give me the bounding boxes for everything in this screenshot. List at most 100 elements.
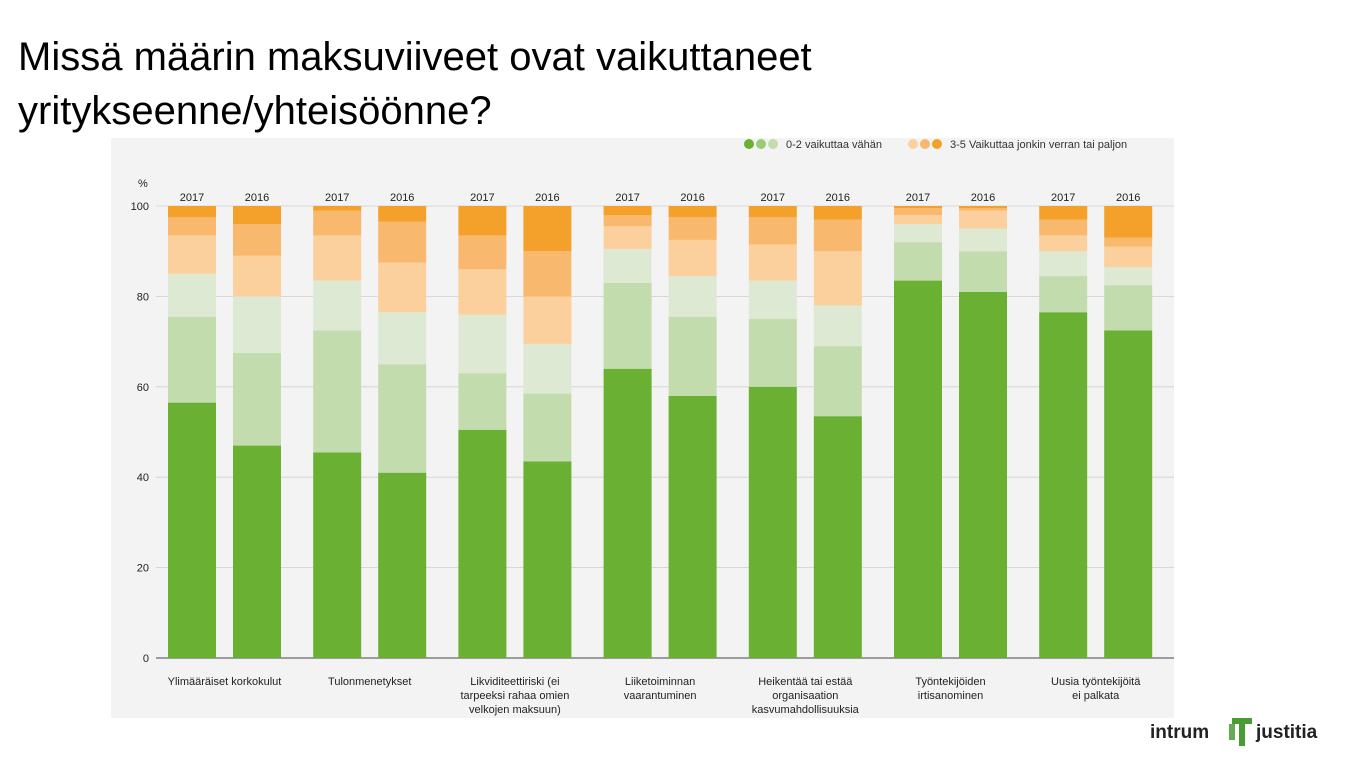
bar-segment-3 (378, 262, 427, 313)
category-label-line: Liiketoiminnan (625, 676, 695, 688)
bar-segment-1 (813, 346, 862, 417)
bar-segment-2 (168, 273, 216, 317)
bar-segment-4 (603, 215, 652, 227)
bar-year-label: 2016 (680, 192, 704, 204)
category-label: Tulonmenetykset (328, 676, 411, 688)
bar-segment-2 (523, 343, 572, 394)
category-label-line: Työntekijöiden (915, 676, 985, 688)
bar-segment-3 (233, 255, 281, 297)
category-label-line: kasvumahdollisuuksia (752, 704, 860, 716)
bar-segment-4 (233, 224, 281, 256)
bar-segment-1 (748, 319, 797, 387)
y-tick-label: 80 (137, 291, 149, 303)
bar-segment-4 (894, 208, 942, 216)
bar-segment-5 (378, 206, 427, 222)
legend-label-low: 0-2 vaikuttaa vähän (786, 139, 882, 151)
bar-segment-4 (748, 217, 797, 245)
legend-label-high: 3-5 Vaikuttaa jonkin verran tai paljon (950, 139, 1127, 151)
bar-segment-2 (668, 276, 717, 317)
bar-segment-2 (894, 224, 942, 243)
bar-segment-4 (168, 217, 216, 236)
bar-segment-0 (1039, 312, 1088, 658)
logo-word-justitia: justitia (1255, 722, 1318, 743)
category-label-line: Heikentää tai estää (758, 676, 853, 688)
category-label-line: Tulonmenetykset (328, 676, 411, 688)
legend-swatch-orange (908, 139, 918, 149)
bar-segment-1 (668, 316, 717, 396)
bar-year-label: 2016 (245, 192, 269, 204)
bar-segment-3 (168, 235, 216, 274)
category-label-line: Likviditeettiriski (ei (470, 676, 559, 688)
bar-year-label: 2016 (826, 192, 850, 204)
bar-segment-3 (748, 244, 797, 281)
bar-segment-3 (1104, 246, 1153, 268)
y-tick-label: 40 (137, 472, 149, 484)
bar-segment-3 (458, 269, 507, 315)
logo-word-intrum: intrum (1150, 722, 1209, 743)
legend-swatch-green (768, 139, 778, 149)
bar-segment-1 (1039, 276, 1088, 313)
bar-segment-2 (603, 248, 652, 283)
bar-segment-0 (894, 280, 942, 658)
bar-segment-0 (523, 461, 572, 658)
y-tick-label: 20 (137, 563, 149, 575)
bar-segment-5 (168, 206, 216, 218)
bar-segment-1 (168, 316, 216, 403)
bar-segment-2 (748, 280, 797, 319)
category-label: Ylimääräiset korkokulut (168, 676, 282, 688)
bar-segment-4 (813, 219, 862, 252)
category-label: Heikentää tai estää organisaation kasvumah… (752, 676, 860, 716)
bar-segment-3 (1039, 235, 1088, 252)
bar-segment-5 (603, 206, 652, 216)
bar-segment-5 (959, 206, 1007, 209)
logo-mark-icon (1229, 718, 1252, 746)
bar-segment-0 (668, 395, 717, 658)
bar-segment-5 (313, 206, 362, 211)
category-label-line: velkojen maksuun) (469, 704, 561, 716)
bar-year-label: 2017 (180, 192, 204, 204)
bar-segment-5 (523, 206, 572, 252)
bar-segment-5 (748, 206, 797, 218)
bar-segment-5 (1104, 206, 1153, 238)
bar-segment-5 (894, 206, 942, 209)
bar-segment-4 (1104, 237, 1153, 247)
bar-segment-4 (523, 251, 572, 297)
category-label: Työntekijöiden irtisanominen (915, 676, 985, 702)
bar-year-label: 2017 (906, 192, 930, 204)
bar-year-label: 2017 (761, 192, 785, 204)
bar-segment-3 (894, 215, 942, 225)
bar-segment-1 (458, 373, 507, 430)
bar-segment-0 (313, 452, 362, 658)
bar-segment-3 (959, 210, 1007, 229)
bar-segment-5 (233, 206, 281, 225)
slide-title: Missä määrin maksuviiveet ovat vaikuttan… (18, 35, 812, 133)
bar-year-label: 2016 (971, 192, 995, 204)
bar-segment-2 (813, 305, 862, 347)
category-label-line: organisaation (772, 690, 838, 702)
category-label-line: vaarantuminen (624, 690, 697, 702)
bar-segment-2 (378, 312, 427, 365)
bar-segment-4 (959, 208, 1007, 211)
bar-segment-0 (458, 429, 507, 658)
bar-segment-3 (313, 235, 362, 281)
category-label-line: Ylimääräiset korkokulut (168, 676, 282, 688)
bar-segment-3 (603, 226, 652, 249)
category-label: Uusia työntekijöitä ei palkata (1051, 676, 1141, 702)
bar-segment-1 (894, 242, 942, 281)
category-label-line: Uusia työntekijöitä (1051, 676, 1141, 688)
bar-segment-2 (458, 314, 507, 374)
y-tick-label: 100 (131, 201, 149, 213)
bar-segment-0 (233, 445, 281, 658)
bar-segment-1 (1104, 285, 1153, 331)
bar-segment-3 (668, 239, 717, 277)
y-tick-label: 60 (137, 382, 149, 394)
legend-swatch-green (744, 139, 754, 149)
bar-segment-0 (959, 291, 1007, 658)
bar-year-label: 2016 (535, 192, 559, 204)
bar-segment-5 (458, 206, 507, 236)
stacked-bar-chart: 0 20 40 60 80 100% 2017 2016 Ylimääräiset korkok… (131, 139, 1174, 716)
bar-segment-4 (378, 221, 427, 263)
bar-year-label: 2017 (1051, 192, 1075, 204)
bar-segment-1 (378, 364, 427, 473)
bar-segment-0 (603, 368, 652, 658)
